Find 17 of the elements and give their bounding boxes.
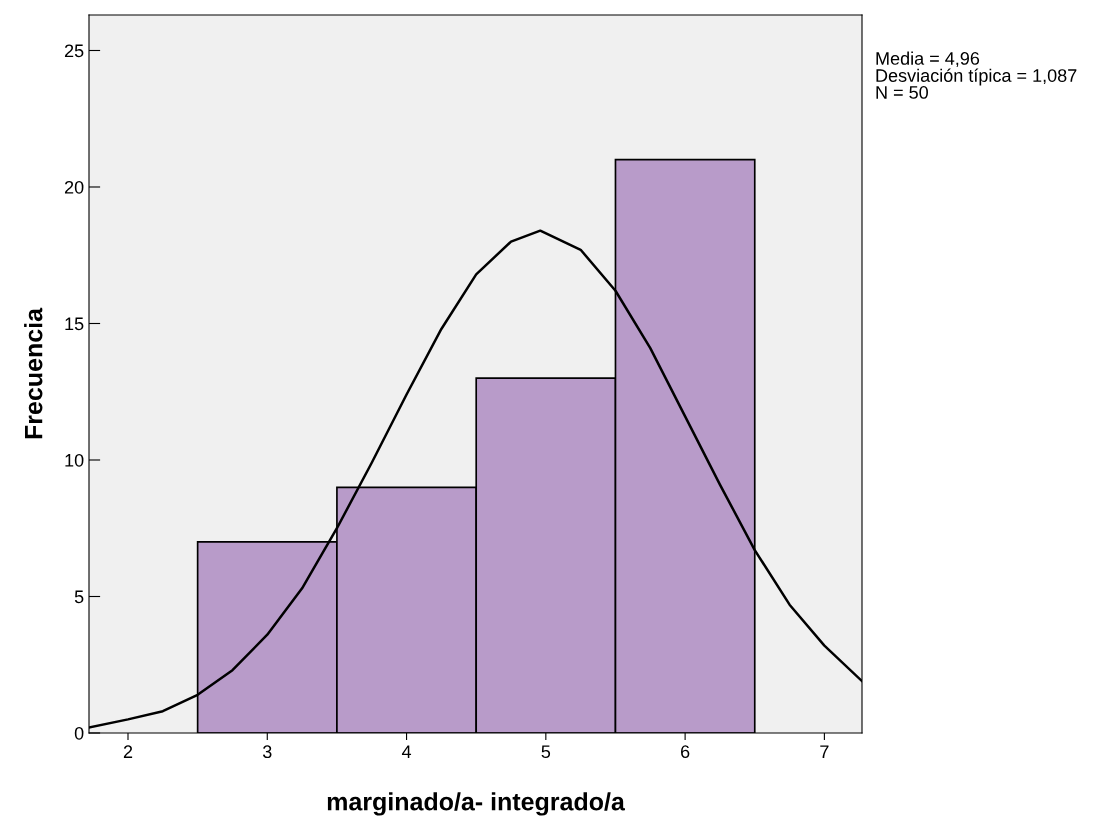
text: Desviación típica = 1,087 — [876, 68, 1077, 86]
text: N = 50 — [876, 86, 928, 99]
x-tick-label: 3 — [262, 745, 272, 759]
x-tick-label: 6 — [681, 745, 690, 759]
y-tick-label: 5 — [74, 590, 84, 604]
y-tick-label: 0 — [74, 726, 84, 740]
x-tick-label: 2 — [123, 745, 133, 758]
y-tick-label: 10 — [65, 453, 84, 467]
x-tick-label: 7 — [820, 745, 829, 758]
x-axis-title: marginado/a- integrado/a — [327, 792, 625, 816]
text: Media = 4,96 — [876, 51, 980, 67]
y-tick-label: 25 — [64, 44, 84, 58]
y-tick-label: 20 — [64, 180, 84, 194]
y-tick-label: 15 — [65, 317, 84, 331]
x-tick-label: 5 — [541, 745, 551, 759]
y-axis-title: Frecuencia — [24, 307, 43, 439]
x-tick-label: 4 — [401, 745, 412, 758]
